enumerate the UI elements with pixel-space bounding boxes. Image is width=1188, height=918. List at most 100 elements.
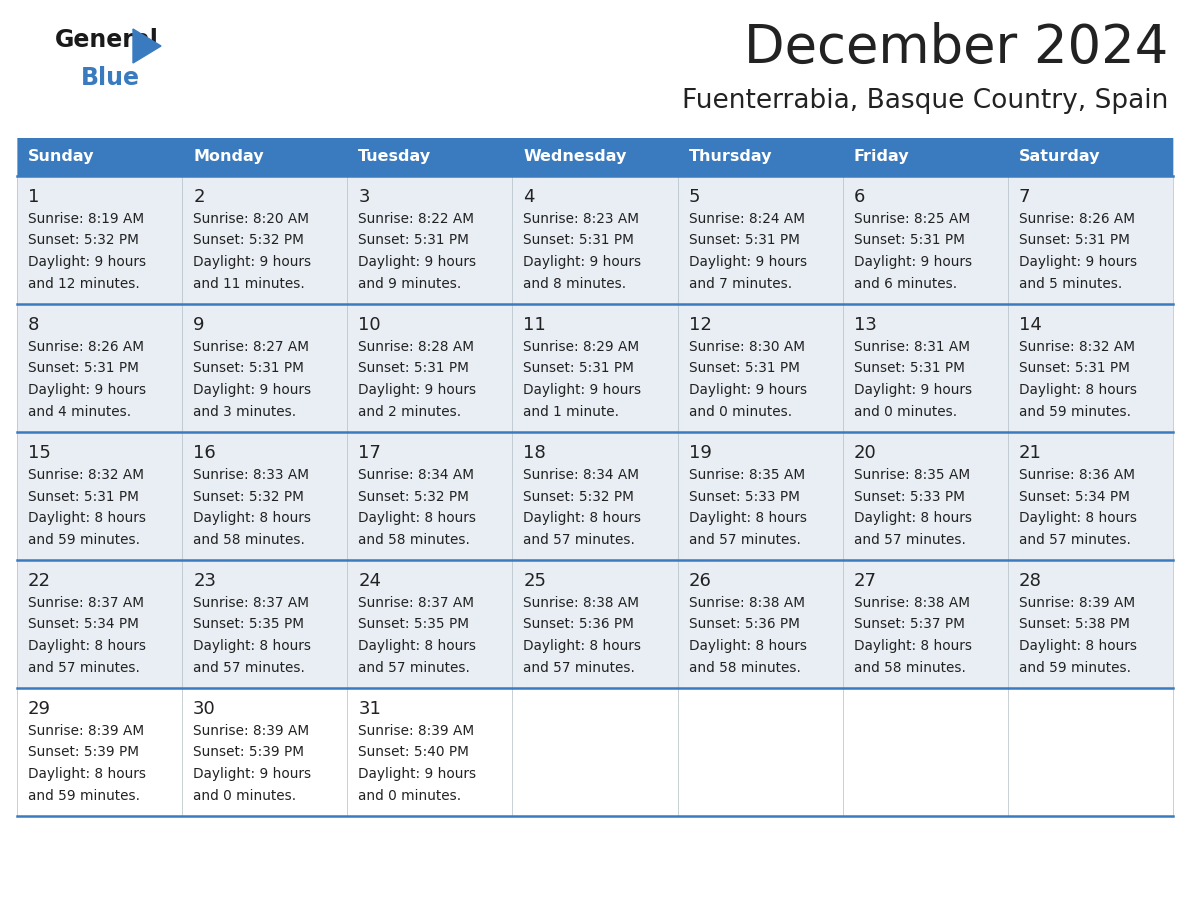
Text: 26: 26 [689, 572, 712, 590]
Bar [842, 176, 1007, 304]
Text: Sunrise: 8:32 AM: Sunrise: 8:32 AM [1019, 340, 1135, 354]
Text: Daylight: 8 hours: Daylight: 8 hours [194, 511, 311, 525]
Text: 4: 4 [524, 188, 535, 206]
Bar [17, 176, 182, 304]
Text: 29: 29 [29, 700, 51, 718]
Text: and 58 minutes.: and 58 minutes. [194, 532, 305, 546]
Text: 18: 18 [524, 444, 546, 462]
Bar [182, 176, 347, 304]
Text: 23: 23 [194, 572, 216, 590]
Text: 7: 7 [1019, 188, 1030, 206]
Bar [512, 304, 677, 432]
Text: and 6 minutes.: and 6 minutes. [854, 276, 956, 290]
Text: Sunset: 5:31 PM: Sunset: 5:31 PM [359, 233, 469, 248]
Text: 31: 31 [359, 700, 381, 718]
Text: Sunrise: 8:35 AM: Sunrise: 8:35 AM [854, 468, 969, 482]
Text: and 57 minutes.: and 57 minutes. [1019, 532, 1131, 546]
Text: 17: 17 [359, 444, 381, 462]
Bar [17, 688, 182, 816]
Text: 2: 2 [194, 188, 204, 206]
Text: Daylight: 8 hours: Daylight: 8 hours [524, 639, 642, 653]
Bar [677, 138, 842, 176]
Text: Daylight: 8 hours: Daylight: 8 hours [1019, 511, 1137, 525]
Text: Daylight: 8 hours: Daylight: 8 hours [29, 767, 146, 781]
Text: 19: 19 [689, 444, 712, 462]
Text: Monday: Monday [194, 150, 264, 164]
Text: Sunset: 5:33 PM: Sunset: 5:33 PM [689, 489, 800, 503]
Text: and 0 minutes.: and 0 minutes. [689, 405, 791, 419]
Text: Sunrise: 8:23 AM: Sunrise: 8:23 AM [524, 212, 639, 226]
Bar [347, 304, 512, 432]
Text: Sunset: 5:34 PM: Sunset: 5:34 PM [1019, 489, 1130, 503]
Bar [182, 688, 347, 816]
Text: Sunrise: 8:37 AM: Sunrise: 8:37 AM [29, 596, 144, 610]
Text: and 57 minutes.: and 57 minutes. [524, 660, 636, 675]
Bar [512, 176, 677, 304]
Text: 8: 8 [29, 316, 39, 334]
Bar [677, 176, 842, 304]
Text: Sunrise: 8:32 AM: Sunrise: 8:32 AM [29, 468, 144, 482]
Text: Sunrise: 8:20 AM: Sunrise: 8:20 AM [194, 212, 309, 226]
Text: Daylight: 9 hours: Daylight: 9 hours [359, 255, 476, 269]
Text: Fuenterrabia, Basque Country, Spain: Fuenterrabia, Basque Country, Spain [682, 88, 1168, 114]
Bar [17, 560, 182, 688]
Text: 1: 1 [29, 188, 39, 206]
Bar [1007, 688, 1173, 816]
Text: and 3 minutes.: and 3 minutes. [194, 405, 296, 419]
Bar [677, 688, 842, 816]
Text: and 57 minutes.: and 57 minutes. [29, 660, 140, 675]
Text: Sunrise: 8:26 AM: Sunrise: 8:26 AM [29, 340, 144, 354]
Text: 16: 16 [194, 444, 216, 462]
Text: Daylight: 9 hours: Daylight: 9 hours [29, 255, 146, 269]
Text: Sunrise: 8:30 AM: Sunrise: 8:30 AM [689, 340, 804, 354]
Text: Sunset: 5:31 PM: Sunset: 5:31 PM [854, 362, 965, 375]
Text: and 57 minutes.: and 57 minutes. [689, 532, 801, 546]
Text: 10: 10 [359, 316, 381, 334]
Text: Sunset: 5:35 PM: Sunset: 5:35 PM [359, 618, 469, 632]
Text: Sunset: 5:39 PM: Sunset: 5:39 PM [194, 745, 304, 759]
Bar [1007, 176, 1173, 304]
Text: Sunset: 5:39 PM: Sunset: 5:39 PM [29, 745, 139, 759]
Text: Sunrise: 8:26 AM: Sunrise: 8:26 AM [1019, 212, 1135, 226]
Text: and 59 minutes.: and 59 minutes. [1019, 405, 1131, 419]
Text: 21: 21 [1019, 444, 1042, 462]
Text: 22: 22 [29, 572, 51, 590]
Text: Sunset: 5:31 PM: Sunset: 5:31 PM [524, 233, 634, 248]
Text: Daylight: 8 hours: Daylight: 8 hours [359, 639, 476, 653]
Text: Daylight: 9 hours: Daylight: 9 hours [359, 767, 476, 781]
Text: 25: 25 [524, 572, 546, 590]
Text: Thursday: Thursday [689, 150, 772, 164]
Text: and 57 minutes.: and 57 minutes. [524, 532, 636, 546]
Text: Sunrise: 8:28 AM: Sunrise: 8:28 AM [359, 340, 474, 354]
Bar [512, 560, 677, 688]
Text: Daylight: 8 hours: Daylight: 8 hours [1019, 639, 1137, 653]
Text: Sunrise: 8:25 AM: Sunrise: 8:25 AM [854, 212, 969, 226]
Text: 27: 27 [854, 572, 877, 590]
Text: Blue: Blue [81, 66, 140, 90]
Text: Daylight: 8 hours: Daylight: 8 hours [29, 639, 146, 653]
Bar [347, 138, 512, 176]
Text: Sunrise: 8:31 AM: Sunrise: 8:31 AM [854, 340, 969, 354]
Text: Daylight: 9 hours: Daylight: 9 hours [689, 255, 807, 269]
Text: and 2 minutes.: and 2 minutes. [359, 405, 461, 419]
Text: Sunset: 5:36 PM: Sunset: 5:36 PM [689, 618, 800, 632]
Text: and 57 minutes.: and 57 minutes. [854, 532, 966, 546]
Polygon shape [133, 29, 162, 63]
Bar [512, 688, 677, 816]
Text: Daylight: 8 hours: Daylight: 8 hours [359, 511, 476, 525]
Text: and 5 minutes.: and 5 minutes. [1019, 276, 1123, 290]
Text: Daylight: 8 hours: Daylight: 8 hours [29, 511, 146, 525]
Text: Sunrise: 8:24 AM: Sunrise: 8:24 AM [689, 212, 804, 226]
Bar [1007, 560, 1173, 688]
Text: Sunset: 5:31 PM: Sunset: 5:31 PM [359, 362, 469, 375]
Text: Sunrise: 8:37 AM: Sunrise: 8:37 AM [359, 596, 474, 610]
Bar [842, 560, 1007, 688]
Text: Daylight: 8 hours: Daylight: 8 hours [854, 639, 972, 653]
Text: Daylight: 9 hours: Daylight: 9 hours [359, 383, 476, 397]
Text: Sunset: 5:37 PM: Sunset: 5:37 PM [854, 618, 965, 632]
Text: Sunset: 5:31 PM: Sunset: 5:31 PM [854, 233, 965, 248]
Text: 15: 15 [29, 444, 51, 462]
Text: General: General [55, 28, 159, 52]
Text: Sunset: 5:40 PM: Sunset: 5:40 PM [359, 745, 469, 759]
Text: Sunrise: 8:27 AM: Sunrise: 8:27 AM [194, 340, 309, 354]
